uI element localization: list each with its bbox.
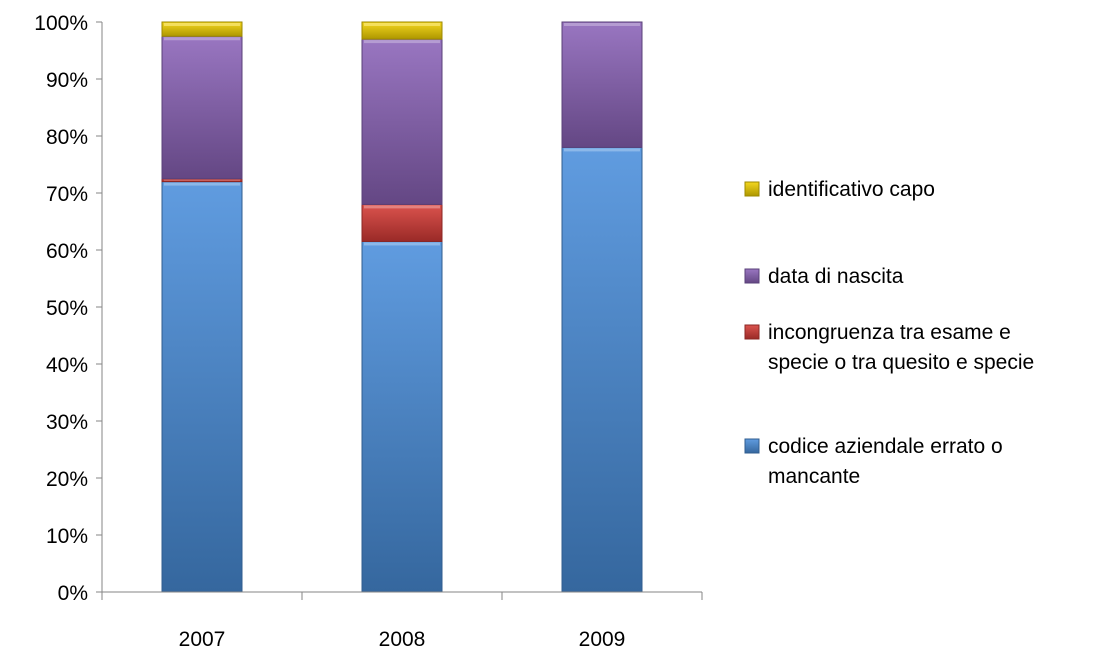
legend-label-2: specie o tra quesito e specie: [768, 351, 1034, 374]
y-tick-label: 80%: [46, 126, 88, 149]
legend-label-2: incongruenza tra esame e: [768, 321, 1011, 344]
bar-highlight: [164, 23, 240, 26]
bar-highlight: [364, 40, 440, 44]
legend-label-0: identificativo capo: [768, 178, 935, 201]
bar-segment-2008-3: [361, 21, 443, 40]
legend-swatch-3: [744, 438, 760, 454]
y-tick-label: 20%: [46, 468, 88, 491]
legend-swatch-0: [744, 181, 760, 197]
bar-highlight: [564, 23, 640, 26]
bar-segment-2008-1: [361, 203, 443, 242]
bar-segment-2008-2: [361, 38, 443, 205]
bar-highlight: [364, 242, 440, 246]
bar-highlight: [164, 182, 240, 186]
y-tick-label: 70%: [46, 183, 88, 206]
y-tick-label: 0%: [58, 582, 88, 605]
y-tick-label: 90%: [46, 69, 88, 92]
x-tick-label: 2008: [379, 628, 426, 651]
y-tick-label: 100%: [34, 12, 88, 35]
bar-segment-2009-0: [561, 146, 643, 593]
legend-label-3: mancante: [768, 465, 860, 488]
bar-highlight: [164, 179, 240, 181]
legend-swatch-2: [744, 324, 760, 340]
bar-segment-2009-2: [561, 21, 643, 148]
y-tick-label: 40%: [46, 354, 88, 377]
bar-segment-2008-0: [361, 240, 443, 593]
legend-label-3: codice aziendale errato o: [768, 435, 1003, 458]
bar-highlight: [164, 37, 240, 41]
bar-highlight: [364, 205, 440, 209]
y-tick-label: 30%: [46, 411, 88, 434]
bar-highlight: [364, 23, 440, 26]
y-tick-label: 60%: [46, 240, 88, 263]
bar-segment-2007-0: [161, 181, 243, 593]
bar-highlight: [564, 148, 640, 152]
legend-label-1: data di nascita: [768, 265, 904, 288]
y-tick-label: 10%: [46, 525, 88, 548]
x-tick-label: 2009: [579, 628, 626, 651]
bar-segment-2007-2: [161, 35, 243, 180]
x-tick-label: 2007: [179, 628, 226, 651]
legend-swatch-1: [744, 268, 760, 284]
y-tick-label: 50%: [46, 297, 88, 320]
